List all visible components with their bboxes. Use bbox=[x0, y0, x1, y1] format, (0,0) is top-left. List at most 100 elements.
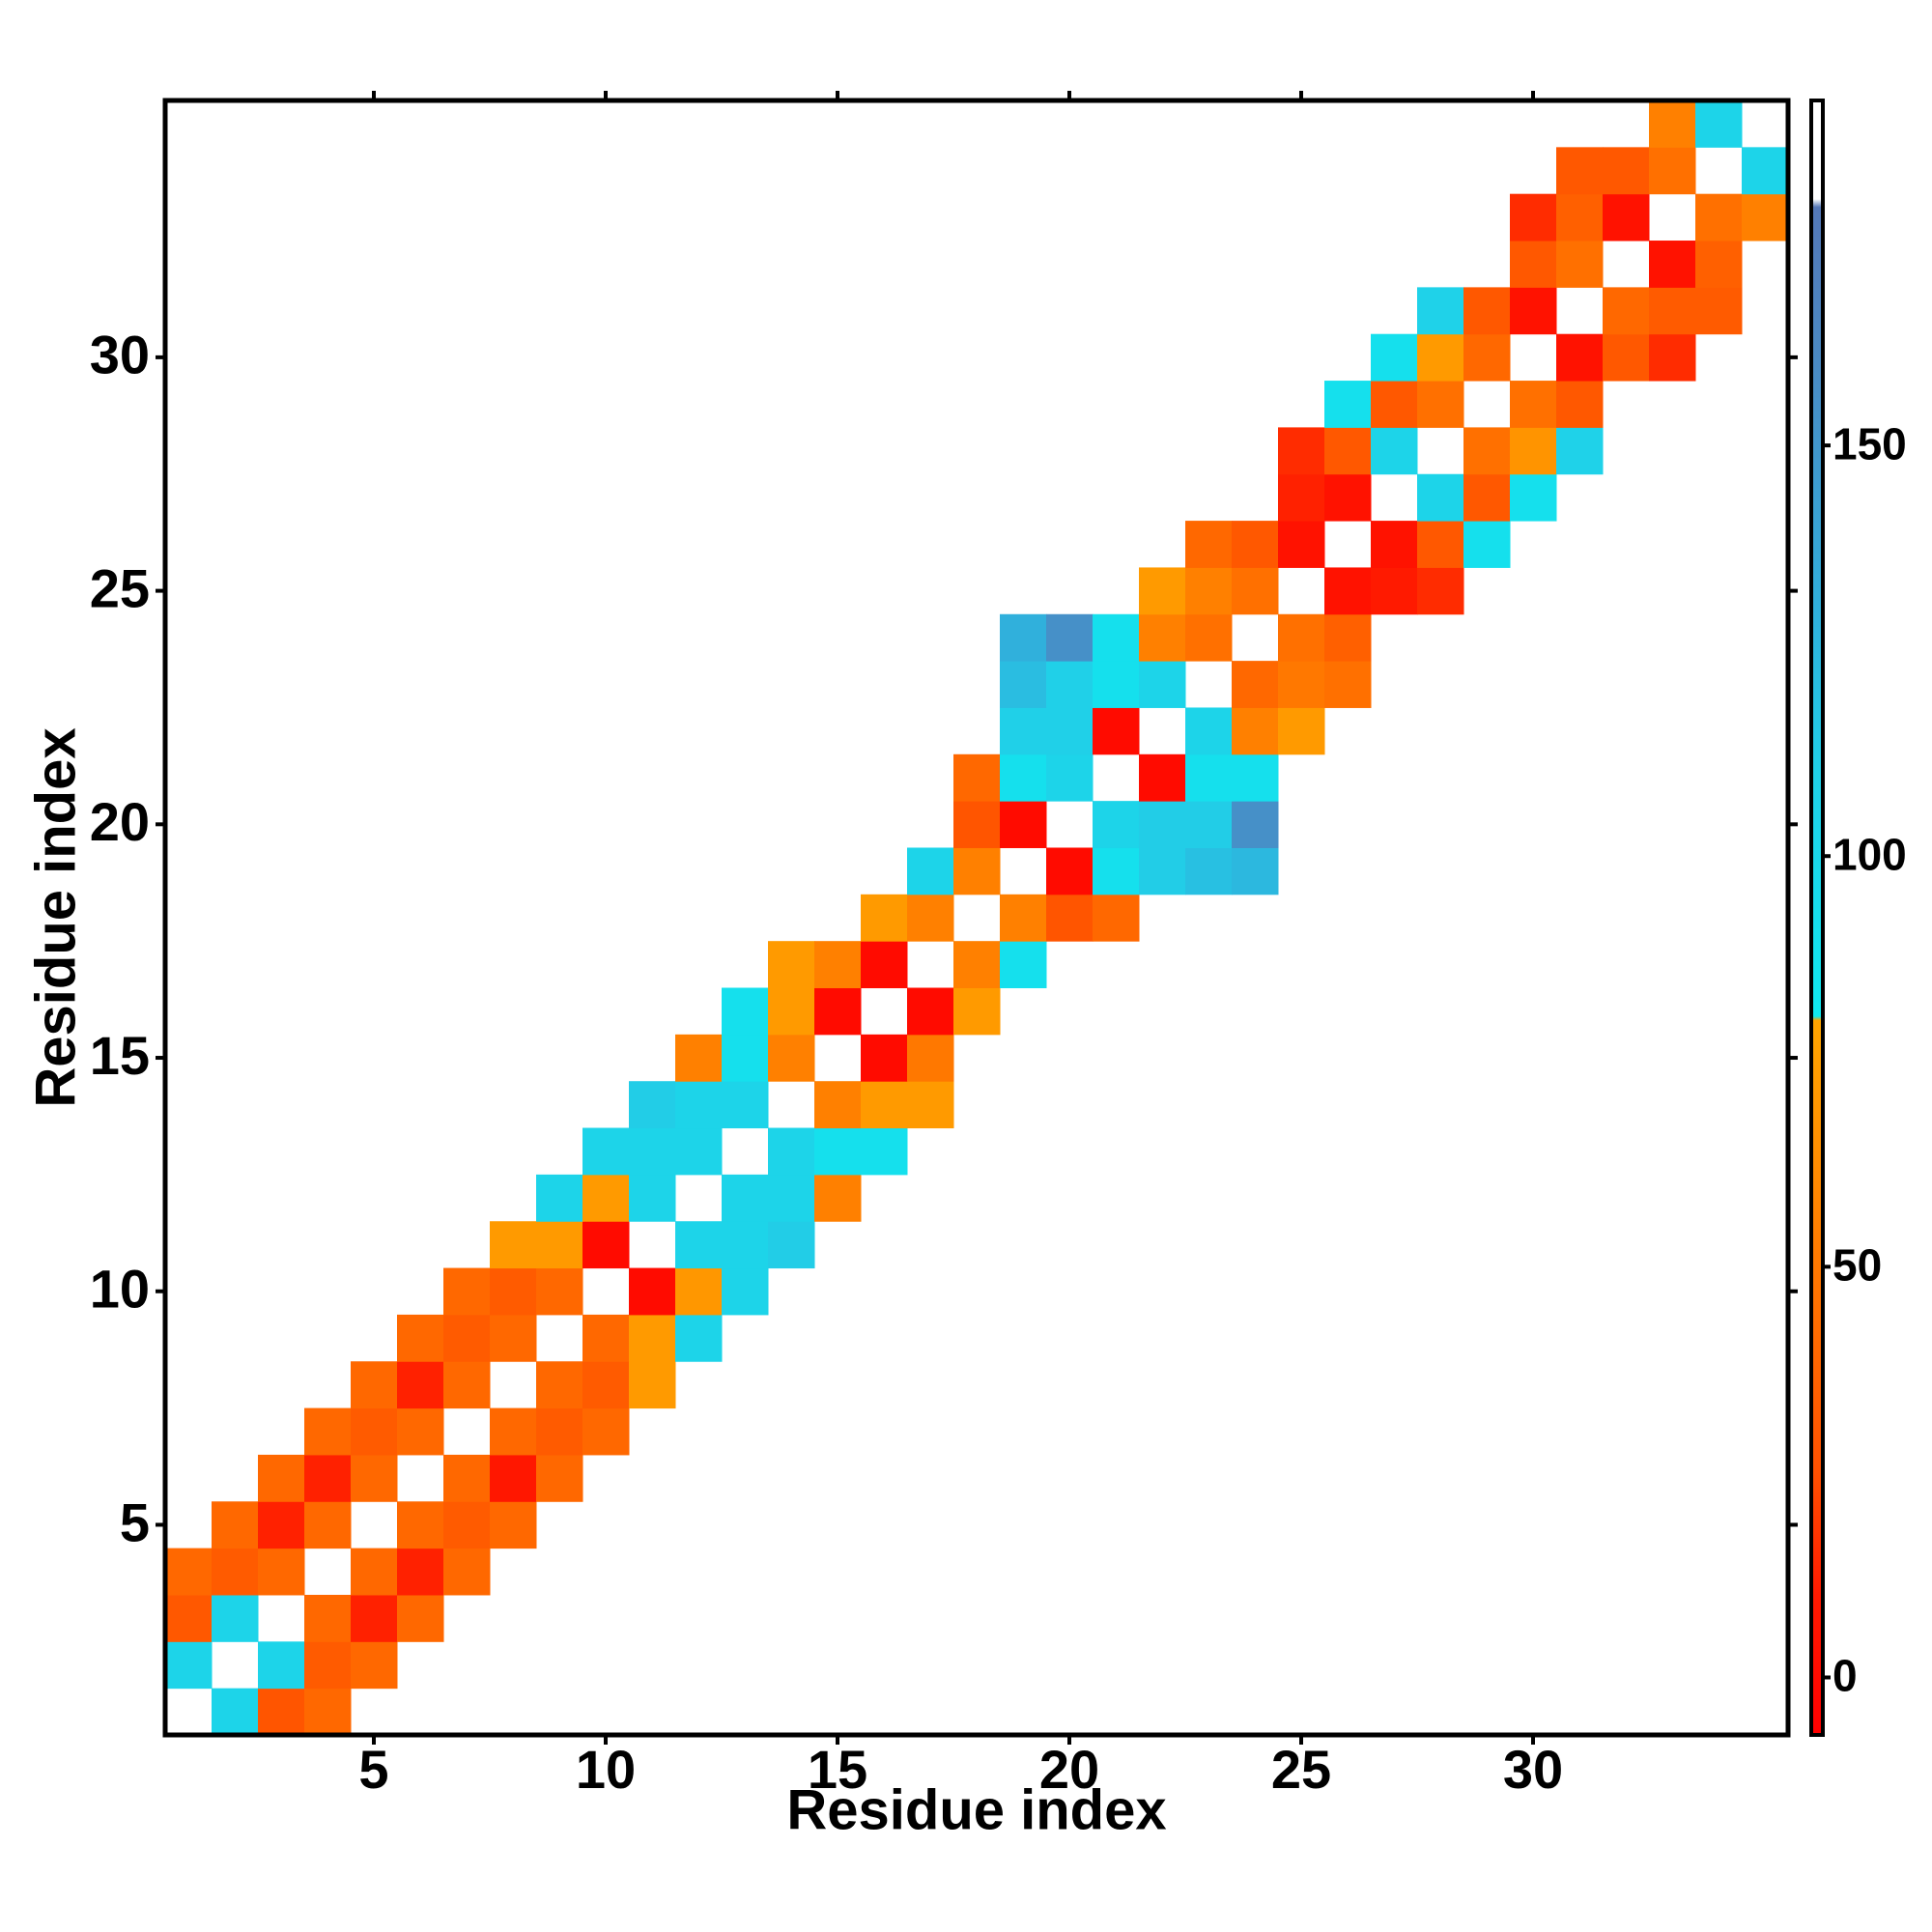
heatmap-cell bbox=[722, 987, 769, 1036]
heatmap-cell bbox=[1139, 661, 1186, 708]
x-tick-label: 5 bbox=[358, 1739, 388, 1800]
heatmap-cell bbox=[1185, 801, 1233, 848]
heatmap-cell bbox=[536, 1267, 583, 1316]
heatmap-cell bbox=[304, 1501, 352, 1549]
heatmap-cell bbox=[722, 1221, 769, 1269]
colorbar bbox=[1809, 99, 1825, 1737]
heatmap-cell bbox=[1510, 381, 1557, 428]
heatmap-cell bbox=[1556, 241, 1604, 288]
heatmap-cell bbox=[351, 1548, 398, 1596]
heatmap-cell bbox=[861, 894, 908, 942]
x-tick-label: 10 bbox=[576, 1739, 636, 1800]
heatmap-cell bbox=[1093, 613, 1140, 662]
heatmap-cell bbox=[1185, 847, 1233, 895]
heatmap-cell bbox=[1185, 753, 1233, 802]
heatmap-cell bbox=[907, 987, 954, 1036]
heatmap-cell bbox=[1510, 241, 1557, 288]
heatmap-cell bbox=[1417, 521, 1464, 568]
heatmap-cell bbox=[1000, 753, 1047, 802]
heatmap-cell bbox=[582, 1407, 630, 1456]
heatmap-cell bbox=[1510, 287, 1557, 335]
heatmap-cell bbox=[907, 1081, 954, 1129]
heatmap-cell bbox=[1556, 381, 1604, 428]
heatmap-cell bbox=[1185, 521, 1233, 568]
heatmap-cell bbox=[1556, 147, 1604, 195]
heatmap-cell bbox=[1139, 753, 1186, 802]
heatmap-cell bbox=[1093, 801, 1140, 848]
heatmap-cell bbox=[1046, 894, 1094, 942]
y-tick-label: 25 bbox=[90, 557, 150, 618]
heatmap-cell bbox=[1510, 473, 1557, 522]
heatmap-cell bbox=[165, 1594, 213, 1642]
heatmap-cell bbox=[1232, 753, 1279, 802]
heatmap-cell bbox=[1417, 473, 1464, 522]
heatmap-cell bbox=[1093, 707, 1140, 755]
heatmap-cell bbox=[953, 987, 1001, 1036]
heatmap-cell bbox=[1046, 847, 1094, 895]
heatmap-cell bbox=[675, 1221, 723, 1269]
heatmap-cell bbox=[1371, 333, 1418, 382]
heatmap-cell bbox=[1000, 894, 1047, 942]
heatmap-cell bbox=[907, 894, 954, 942]
heatmap-cell bbox=[1278, 427, 1325, 475]
heatmap-cell bbox=[1695, 287, 1743, 335]
heatmap-cell bbox=[861, 941, 908, 989]
heatmap-cell bbox=[1232, 847, 1279, 895]
heatmap-cell bbox=[536, 1454, 583, 1502]
heatmap-cell bbox=[1278, 521, 1325, 568]
heatmap-cell bbox=[1278, 473, 1325, 522]
heatmap-cell bbox=[443, 1267, 491, 1316]
heatmap-cell bbox=[861, 1081, 908, 1129]
heatmap-cell bbox=[629, 1267, 676, 1316]
heatmap-cell bbox=[536, 1221, 583, 1269]
heatmap-cell bbox=[212, 1688, 259, 1736]
y-tick-label: 5 bbox=[120, 1492, 150, 1552]
y-tick-label: 15 bbox=[90, 1025, 150, 1086]
heatmap-cell bbox=[1185, 707, 1233, 755]
heatmap-cell bbox=[814, 1174, 862, 1222]
heatmap-cell bbox=[629, 1127, 676, 1176]
heatmap-cell bbox=[1324, 613, 1372, 662]
heatmap-cell bbox=[304, 1688, 352, 1736]
heatmap-cell bbox=[1463, 427, 1511, 475]
heatmap-cell bbox=[1324, 661, 1372, 708]
heatmap-cell bbox=[443, 1361, 491, 1409]
heatmap-cell bbox=[1463, 287, 1511, 335]
heatmap-cell bbox=[629, 1314, 676, 1362]
colorbar-tick-label: 150 bbox=[1833, 418, 1907, 469]
heatmap-cell bbox=[1046, 753, 1094, 802]
heatmap-cell bbox=[861, 1127, 908, 1176]
heatmap-cell bbox=[443, 1314, 491, 1362]
heatmap-cell bbox=[722, 1034, 769, 1082]
heatmap-cell bbox=[397, 1548, 444, 1596]
heatmap-cell bbox=[768, 1221, 815, 1269]
heatmap-cell bbox=[351, 1361, 398, 1409]
heatmap-cell bbox=[397, 1314, 444, 1362]
x-tick-label: 20 bbox=[1039, 1739, 1099, 1800]
heatmap-cell bbox=[1185, 613, 1233, 662]
heatmap-cell bbox=[1649, 100, 1696, 148]
heatmap-cell bbox=[1463, 473, 1511, 522]
heatmap-cell bbox=[1649, 287, 1696, 335]
heatmap-cell bbox=[768, 1034, 815, 1082]
heatmap-cell bbox=[490, 1267, 537, 1316]
heatmap-cell bbox=[1324, 473, 1372, 522]
heatmap-cell bbox=[443, 1501, 491, 1549]
heatmap-cell bbox=[1695, 193, 1743, 242]
heatmap-cell bbox=[397, 1594, 444, 1642]
heatmap-cell bbox=[1695, 100, 1743, 148]
heatmap-cell bbox=[814, 1081, 862, 1129]
heatmap-cell bbox=[814, 987, 862, 1036]
y-tick-label: 10 bbox=[90, 1259, 150, 1320]
heatmap-cell bbox=[1278, 613, 1325, 662]
heatmap-cell bbox=[1185, 567, 1233, 615]
heatmap-cell bbox=[722, 1174, 769, 1222]
heatmap-cell bbox=[1139, 801, 1186, 848]
heatmap-cell bbox=[675, 1314, 723, 1362]
heatmap-cell bbox=[258, 1688, 305, 1736]
heatmap-cell bbox=[1000, 707, 1047, 755]
heatmap-cell bbox=[1463, 333, 1511, 382]
heatmap-cell bbox=[1232, 521, 1279, 568]
heatmap-cell bbox=[258, 1454, 305, 1502]
